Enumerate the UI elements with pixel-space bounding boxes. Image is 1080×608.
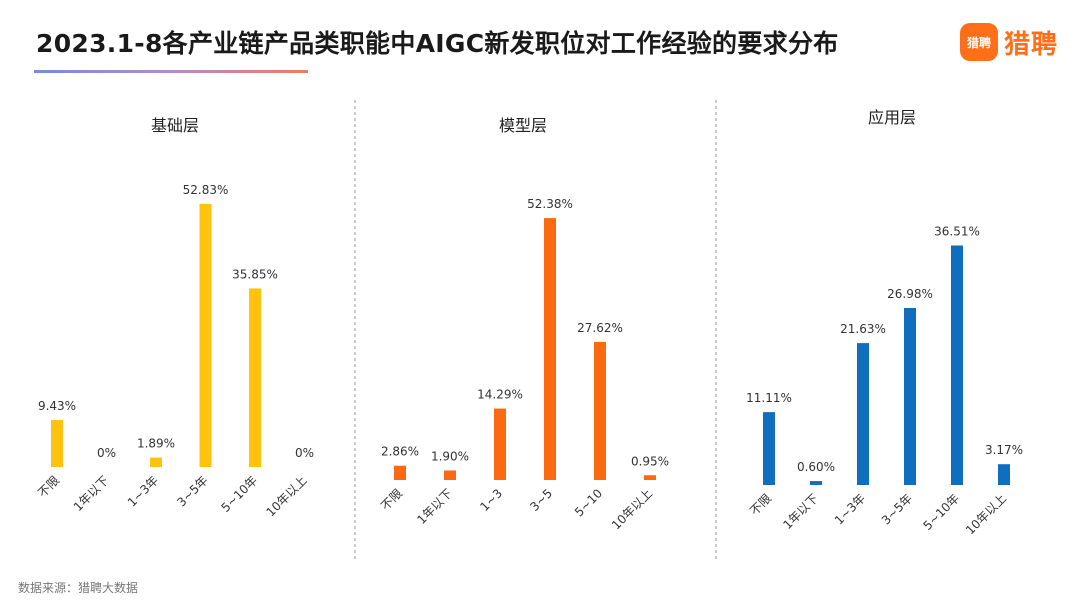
chart-panel-3: 应用层 11.11% 不限 0.60% 1年以下 21.63% 1~3年 26.98% 3~5年… [746, 108, 1023, 537]
bar [394, 465, 406, 480]
chart-title: 应用层 [868, 108, 916, 127]
category-label: 5~10 [572, 486, 605, 519]
category-label: 1年以下 [780, 491, 821, 532]
category-label: 1年以下 [414, 486, 455, 527]
logo-text: 猎聘 [1003, 29, 1058, 60]
category-label: 1~3 [477, 486, 505, 514]
data-label: 1.90% [431, 450, 469, 464]
category-label: 10年以上 [963, 491, 1009, 537]
page-title: 2023.1-8各产业链产品类职能中AIGC新发职位对工作经验的要求分布 [36, 29, 839, 58]
bar [249, 288, 261, 467]
category-label: 5~10年 [218, 473, 260, 515]
bar [150, 457, 162, 467]
data-label: 27.62% [577, 321, 623, 335]
category-label: 10年以上 [263, 473, 309, 519]
bar [810, 481, 822, 485]
data-label: 36.51% [934, 224, 980, 238]
chart-title: 模型层 [499, 116, 547, 135]
logo-icon: 猎聘 [959, 23, 998, 61]
category-label: 10年以上 [609, 486, 655, 532]
bar [763, 412, 775, 485]
data-label: 35.85% [232, 267, 278, 281]
data-label: 9.43% [38, 399, 76, 413]
chart-title: 基础层 [151, 116, 199, 135]
category-label: 不限 [378, 486, 405, 513]
category-label: 1~3年 [832, 491, 868, 527]
bar [51, 420, 63, 467]
data-source-note: 数据来源：猎聘大数据 [18, 581, 139, 595]
category-label: 不限 [35, 473, 62, 500]
category-label: 1~3年 [125, 473, 161, 509]
bar [857, 343, 869, 485]
category-label: 3~5年 [174, 473, 210, 509]
chart-panel-2: 模型层 2.86% 不限 1.90% 1年以下 14.29% 1~3 52.38% 3~5 27.… [378, 116, 669, 532]
bar [904, 308, 916, 485]
data-label: 0% [97, 446, 116, 460]
data-label: 1.89% [137, 437, 175, 451]
chart-panel-1: 基础层 9.43% 不限 0% 1年以下 1.89% 1~3年 52.83% 3~5年 35.85… [35, 116, 314, 519]
data-label: 0.60% [797, 460, 835, 474]
category-label: 1年以下 [71, 473, 112, 514]
category-label: 不限 [747, 491, 774, 518]
brand-logo: 猎聘 猎聘 [959, 22, 1058, 62]
bar [444, 470, 456, 480]
data-label: 0.95% [631, 454, 669, 468]
data-label: 21.63% [840, 322, 886, 336]
bar [594, 341, 606, 480]
data-label: 52.83% [183, 183, 229, 197]
data-label: 26.98% [887, 287, 933, 301]
bar [951, 245, 963, 485]
category-label: 5~10年 [920, 491, 962, 533]
bar [544, 218, 556, 480]
bar [494, 408, 506, 480]
data-label: 52.38% [527, 197, 573, 211]
data-label: 3.17% [985, 443, 1023, 457]
data-label: 11.11% [746, 391, 792, 405]
bar [199, 203, 212, 467]
data-label: 2.86% [381, 445, 419, 459]
data-label: 14.29% [477, 388, 523, 402]
category-label: 3~5年 [879, 491, 915, 527]
title-underline [34, 70, 308, 73]
bar [644, 475, 656, 480]
category-label: 3~5 [527, 486, 555, 514]
data-label: 0% [295, 446, 314, 460]
bar [998, 464, 1010, 485]
